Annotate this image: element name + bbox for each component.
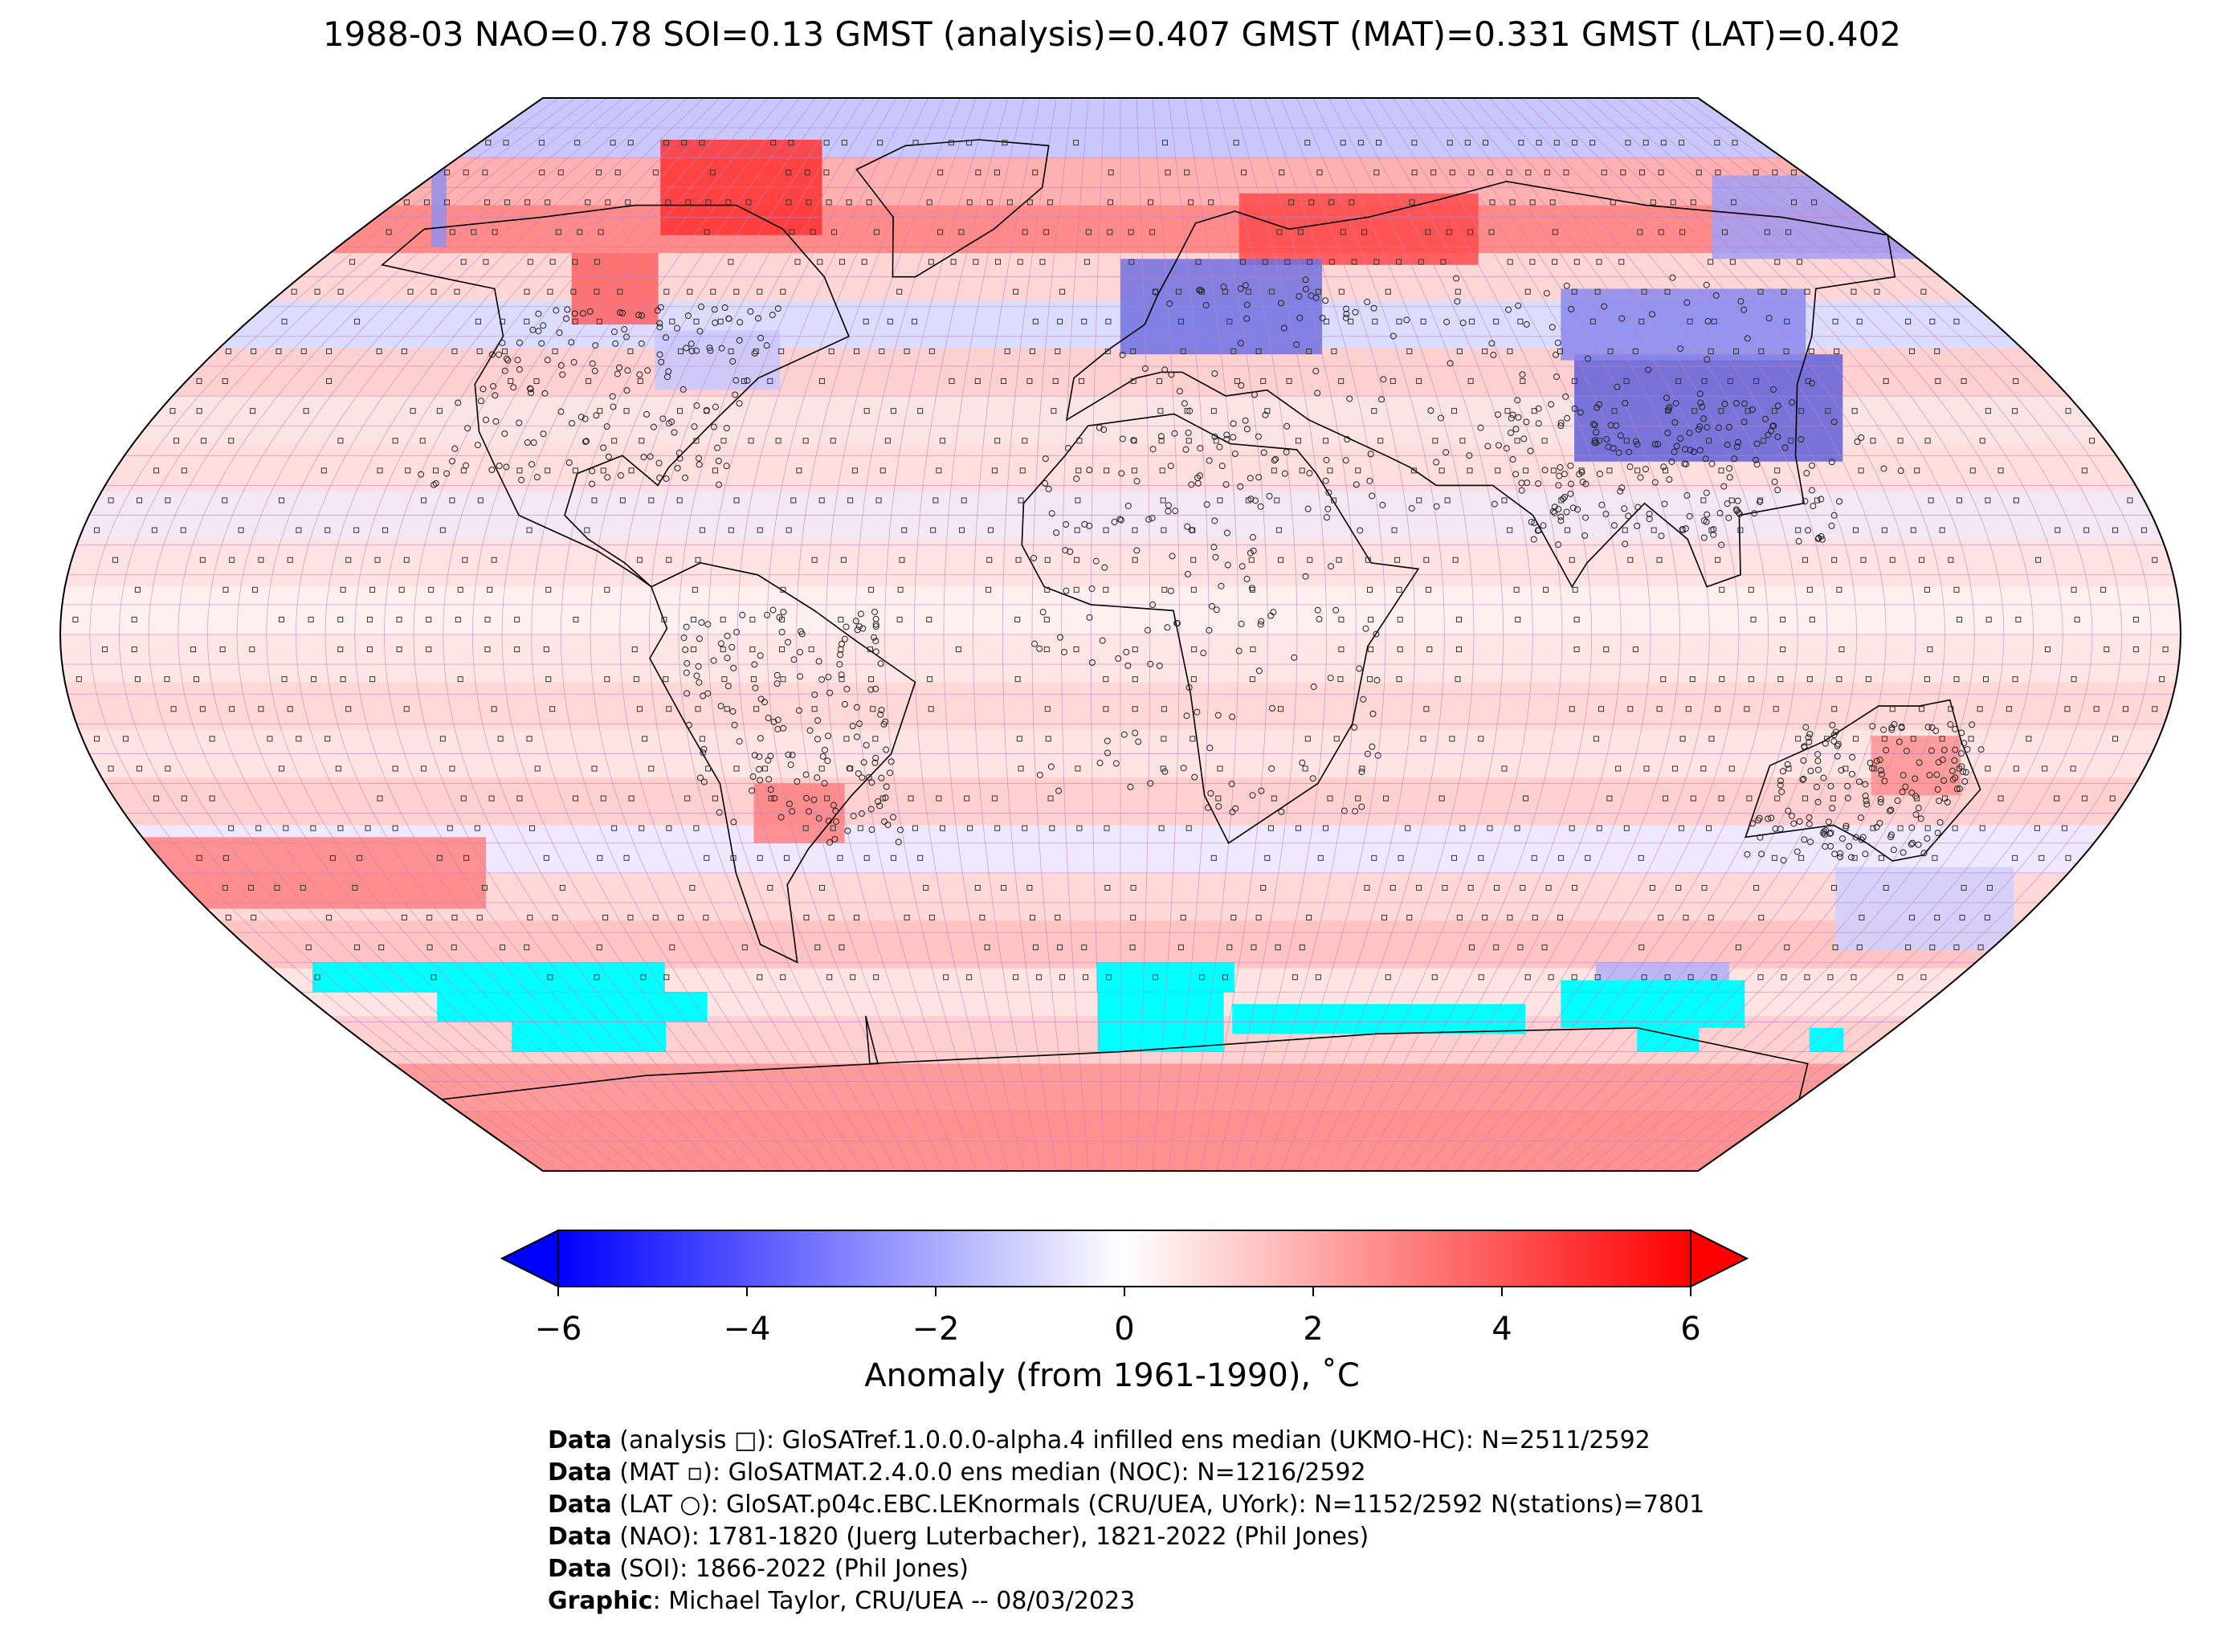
credit-label: Data (548, 1523, 612, 1551)
credit-line: Data (SOI): 1866-2022 (Phil Jones) (548, 1553, 1704, 1585)
credit-line: Graphic: Michael Taylor, CRU/UEA -- 08/0… (548, 1585, 1704, 1617)
credits-block: Data (analysis □): GloSATref.1.0.0.0-alp… (548, 1425, 1704, 1617)
colorbar-tick-label: 6 (1680, 1311, 1701, 1348)
colorbar-gradient (557, 1230, 1691, 1287)
colorbar-max-extend (1690, 1229, 1749, 1288)
colorbar-tick-label: 0 (1114, 1311, 1135, 1348)
credit-label: Data (548, 1458, 612, 1487)
credit-text: (analysis □): GloSATref.1.0.0.0-alpha.4 … (611, 1426, 1651, 1454)
credit-text: (MAT ▫): GloSATMAT.2.4.0.0 ens median (N… (611, 1458, 1366, 1487)
credit-line: Data (NAO): 1781-1820 (Juerg Luterbacher… (548, 1521, 1704, 1553)
colorbar-tick-label: 2 (1303, 1311, 1324, 1348)
credit-label: Data (548, 1426, 612, 1454)
colorbar-tick-label: −2 (912, 1311, 960, 1348)
colorbar-tick-label: 4 (1492, 1311, 1512, 1348)
station-markers (72, 140, 2169, 981)
colorbar-min-extend (500, 1229, 559, 1288)
credit-line: Data (MAT ▫): GloSATMAT.2.4.0.0 ens medi… (548, 1457, 1704, 1489)
credit-label: Data (548, 1555, 612, 1583)
credit-text: : Michael Taylor, CRU/UEA -- 08/03/2023 (652, 1587, 1136, 1615)
credit-label: Data (548, 1491, 612, 1519)
colorbar (500, 1229, 1749, 1296)
credit-text: (NAO): 1781-1820 (Juerg Luterbacher), 18… (611, 1523, 1369, 1551)
map-outline (59, 97, 2182, 1172)
coastlines (381, 139, 1981, 1171)
colorbar-label: Anomaly (from 1961-1990), ˚C (864, 1357, 1360, 1394)
colorbar-tick-label: −4 (723, 1311, 771, 1348)
credit-line: Data (LAT ○): GloSAT.p04c.EBC.LEKnormals… (548, 1489, 1704, 1521)
colorbar-tick-label: −6 (534, 1311, 582, 1348)
credit-text: (LAT ○): GloSAT.p04c.EBC.LEKnormals (CRU… (611, 1491, 1705, 1519)
map-title: 1988-03 NAO=0.78 SOI=0.13 GMST (analysis… (322, 14, 1902, 54)
world-map (60, 98, 2181, 1171)
credit-label: Graphic (548, 1587, 653, 1615)
credit-text: (SOI): 1866-2022 (Phil Jones) (611, 1555, 969, 1583)
credit-line: Data (analysis □): GloSATref.1.0.0.0-alp… (548, 1425, 1704, 1457)
